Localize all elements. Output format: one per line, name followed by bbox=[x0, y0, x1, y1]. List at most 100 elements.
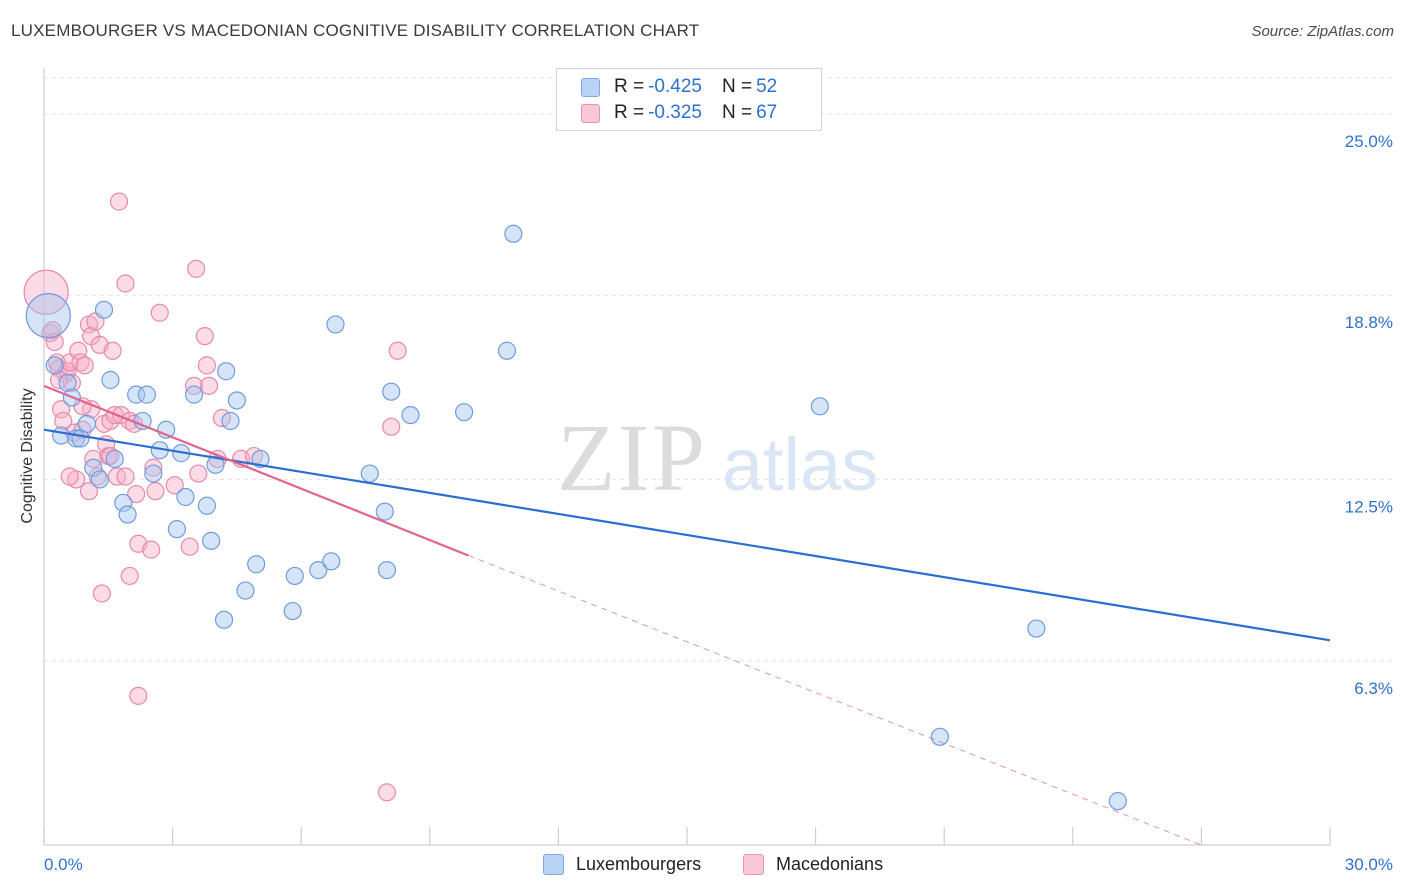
data-point bbox=[165, 476, 184, 495]
legend-row-macedonians: R = -0.325 N = 67 bbox=[581, 101, 777, 125]
data-point bbox=[114, 493, 133, 512]
data-point bbox=[930, 727, 950, 746]
data-point bbox=[309, 560, 328, 580]
data-point bbox=[84, 458, 103, 477]
bottom-legend-label: Macedonians bbox=[776, 853, 884, 874]
y-tick-label: 18.8% bbox=[1345, 313, 1393, 332]
data-point bbox=[60, 467, 79, 486]
data-point bbox=[79, 482, 99, 501]
data-point bbox=[54, 411, 73, 431]
data-point bbox=[116, 274, 135, 293]
legend-n-label: N = bbox=[721, 102, 753, 123]
legend-r-value: -0.325 bbox=[648, 102, 702, 123]
data-point bbox=[103, 341, 122, 360]
y-axis-label: Cognitive Disability bbox=[19, 388, 36, 524]
bottom-legend-luxembourgers: Luxembourgers bbox=[543, 852, 701, 876]
y-tick-label: 12.5% bbox=[1345, 497, 1393, 516]
data-point bbox=[197, 356, 216, 375]
data-point bbox=[142, 540, 161, 559]
data-point bbox=[25, 293, 71, 339]
data-point bbox=[109, 192, 129, 211]
y-tick-label: 25.0% bbox=[1345, 132, 1393, 151]
data-point bbox=[283, 601, 302, 621]
data-point bbox=[382, 382, 401, 401]
legend-swatch-luxembourgers bbox=[581, 77, 600, 97]
data-point bbox=[184, 385, 204, 404]
data-point bbox=[58, 373, 77, 393]
data-point bbox=[127, 484, 146, 504]
data-point bbox=[1108, 792, 1127, 811]
legend-n-value: 67 bbox=[756, 102, 778, 123]
data-point bbox=[52, 426, 71, 445]
data-point bbox=[150, 303, 169, 322]
data-point bbox=[88, 467, 107, 486]
bottom-legend-label: Luxembourgers bbox=[576, 853, 702, 874]
data-point bbox=[377, 560, 397, 580]
data-point bbox=[1027, 619, 1046, 638]
data-point bbox=[94, 300, 114, 319]
data-point bbox=[322, 552, 341, 571]
chart-title: LUXEMBOURGER VS MACEDONIAN COGNITIVE DIS… bbox=[11, 21, 700, 40]
data-point bbox=[118, 505, 137, 524]
data-point bbox=[454, 403, 474, 422]
data-point bbox=[137, 385, 156, 404]
data-point bbox=[127, 385, 146, 404]
data-point bbox=[810, 397, 829, 416]
data-point bbox=[129, 686, 148, 705]
data-point bbox=[144, 464, 163, 483]
data-point bbox=[176, 487, 195, 507]
legend-swatch-macedonians bbox=[581, 103, 600, 123]
data-point bbox=[360, 464, 379, 483]
data-point bbox=[247, 555, 266, 574]
data-point bbox=[251, 449, 270, 469]
data-point bbox=[199, 376, 219, 395]
data-point bbox=[236, 581, 255, 600]
watermark-atlas: atlas bbox=[722, 423, 878, 506]
data-point bbox=[202, 531, 221, 550]
x-tick-label-start: 0.0% bbox=[44, 855, 83, 874]
y-tick-label: 6.3% bbox=[1354, 679, 1393, 698]
legend-r-label: R = bbox=[614, 102, 645, 123]
trend-lines bbox=[43, 384, 1331, 846]
data-point bbox=[227, 391, 246, 410]
data-point bbox=[326, 315, 345, 334]
source-label: Source: ZipAtlas.com bbox=[1251, 23, 1394, 40]
data-point bbox=[105, 449, 124, 469]
watermark-zip: ZIP bbox=[557, 404, 707, 511]
data-point bbox=[116, 467, 135, 486]
series-macedonians bbox=[23, 192, 407, 802]
data-point bbox=[90, 470, 109, 489]
data-point bbox=[146, 482, 165, 501]
data-point bbox=[401, 405, 420, 425]
data-point bbox=[214, 610, 234, 629]
x-tick-label-end: 30.0% bbox=[1345, 855, 1393, 874]
bottom-legend-swatch-macedonians bbox=[743, 853, 764, 875]
data-point bbox=[52, 400, 71, 419]
data-point bbox=[221, 411, 240, 431]
data-point bbox=[285, 566, 304, 586]
data-point bbox=[195, 327, 214, 346]
trend-line-macedonians-extrapolated bbox=[468, 555, 1202, 846]
legend-row-luxembourgers: R = -0.425 N = 52 bbox=[581, 75, 777, 99]
data-point bbox=[180, 537, 199, 556]
data-point bbox=[43, 321, 62, 340]
data-point bbox=[45, 356, 64, 375]
axes bbox=[43, 68, 1331, 846]
data-point bbox=[77, 414, 96, 433]
legend-n-label: N = bbox=[721, 76, 753, 97]
data-point bbox=[375, 502, 394, 521]
gridlines bbox=[44, 77, 1395, 662]
data-point bbox=[167, 520, 186, 539]
data-point bbox=[504, 224, 523, 243]
data-point bbox=[23, 269, 69, 315]
trend-line-macedonians bbox=[43, 384, 469, 557]
legend-n-value: 52 bbox=[756, 76, 778, 97]
legend-r-label: R = bbox=[614, 76, 645, 97]
watermark: ZIP atlas bbox=[557, 404, 878, 511]
series-luxembourgers bbox=[25, 224, 1127, 811]
tick-labels: 6.3% 12.5% 18.8% 25.0% 0.0% 30.0% bbox=[44, 132, 1393, 874]
data-point bbox=[92, 584, 111, 603]
bottom-legend-macedonians: Macedonians bbox=[743, 852, 883, 876]
data-point bbox=[206, 455, 225, 474]
